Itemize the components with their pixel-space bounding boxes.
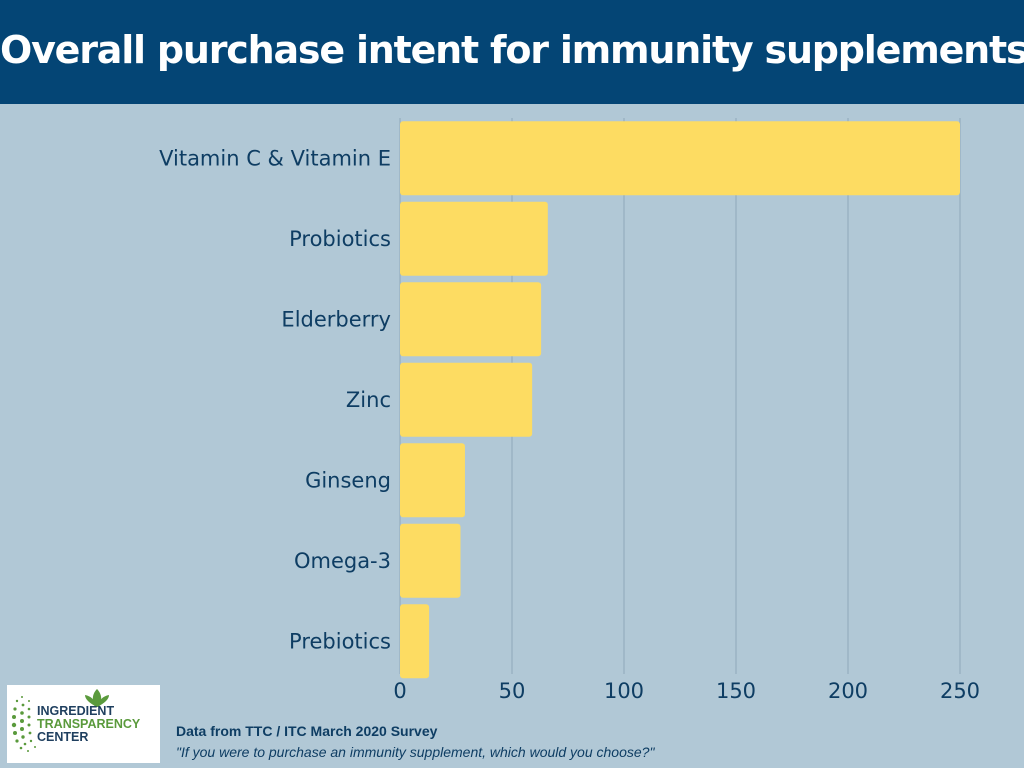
x-tick-label: 0 [393,679,406,703]
bar-zinc [400,362,533,437]
category-label: Zinc [346,388,391,412]
x-tick-label: 200 [828,679,868,703]
x-tick-label: 250 [940,679,980,703]
category-label: Vitamin C & Vitamin E [159,146,391,170]
category-label: Ginseng [305,468,391,492]
category-label: Prebiotics [289,629,391,653]
logo-wordmark: INGREDIENT TRANSPARENCY CENTER [37,705,140,744]
page-title: Overall purchase intent for immunity sup… [0,28,1024,72]
x-tick-label: 100 [604,679,644,703]
itc-logo: INGREDIENT TRANSPARENCY CENTER [7,685,160,763]
bar-prebiotics [400,604,430,679]
bar-omega-3 [400,523,461,598]
category-label: Omega-3 [294,549,391,573]
category-labels: Vitamin C & Vitamin E Probiotics Elderberr… [159,146,391,653]
logo-dots-graphic [11,689,109,752]
survey-question: "If you were to purchase an immunity sup… [176,744,655,760]
logo-line-2: TRANSPARENCY [37,717,141,731]
x-axis-ticks: 0 50 100 150 200 250 [393,679,980,703]
logo-line-1: INGREDIENT [37,704,115,718]
bar-chart: Vitamin C & Vitamin E Probiotics Elderberr… [159,118,980,703]
x-tick-label: 50 [499,679,526,703]
category-label: Probiotics [289,227,391,251]
x-tick-label: 150 [716,679,756,703]
bar-probiotics [400,201,548,276]
bar-vitamin-c-vitamin-e [400,121,960,196]
bar-elderberry [400,282,542,357]
bar-layer [400,121,960,679]
leaf-icon [85,689,109,707]
source-note: Data from TTC / ITC March 2020 Survey [176,723,438,739]
category-label: Elderberry [281,307,391,331]
logo-line-3: CENTER [37,730,89,744]
header-bar: Overall purchase intent for immunity sup… [0,0,1024,104]
bar-ginseng [400,443,465,518]
